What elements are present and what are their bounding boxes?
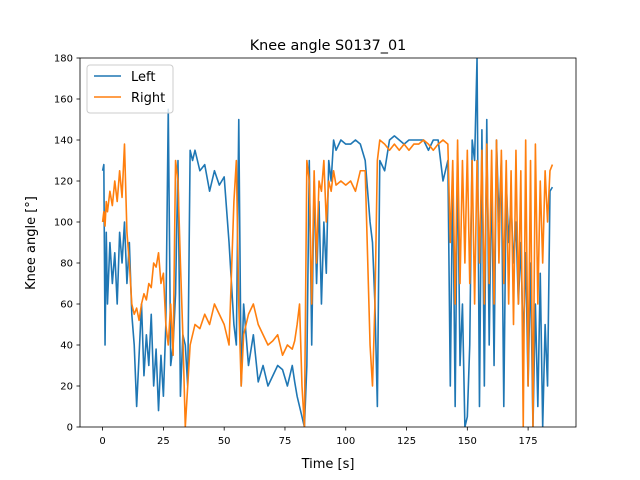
x-axis-label: Time [s] [301, 457, 355, 472]
chart-title: Knee angle S0137_01 [250, 38, 407, 54]
y-tick-label: 100 [54, 218, 73, 229]
x-tick-label: 100 [336, 436, 355, 447]
x-tick-label: 125 [397, 436, 416, 447]
legend-left-label: Left [131, 70, 155, 85]
y-axis-label: Knee angle [°] [24, 196, 39, 290]
y-tick-label: 20 [60, 382, 73, 393]
plot-frame [79, 57, 577, 428]
y-tick-label: 120 [54, 177, 73, 188]
y-tick-label: 160 [54, 95, 73, 106]
y-tick-label: 40 [60, 341, 73, 352]
x-tick-label: 0 [99, 436, 105, 447]
y-tick-label: 80 [60, 259, 73, 270]
x-tick-label: 50 [218, 436, 231, 447]
legend-box [86, 64, 174, 114]
x-tick-label: 25 [157, 436, 170, 447]
y-tick-label: 180 [54, 54, 73, 65]
legend: Left Right [86, 64, 174, 114]
x-tick-label: 175 [519, 436, 538, 447]
x-tick-label: 75 [279, 436, 292, 447]
y-tick-label: 0 [67, 423, 73, 434]
series-right-line [101, 139, 554, 427]
legend-right-label: Right [131, 91, 165, 106]
axes-layer: 0 25 50 75 100 125 150 175 0 20 40 60 80 100 120 140 160… [54, 54, 577, 447]
series-layer [101, 58, 554, 427]
y-tick-label: 140 [54, 136, 73, 147]
y-tick-label: 60 [60, 300, 73, 311]
x-tick-label: 150 [458, 436, 477, 447]
